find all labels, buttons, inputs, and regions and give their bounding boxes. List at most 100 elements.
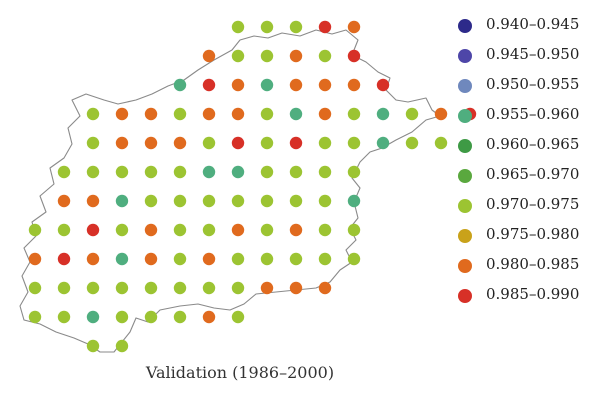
station-dot (173, 165, 187, 179)
station-dot (260, 281, 274, 295)
station-dot (289, 107, 303, 121)
station-dot (231, 136, 245, 150)
station-dot (347, 165, 361, 179)
station-dot (202, 107, 216, 121)
station-dot (289, 194, 303, 208)
station-dot (115, 223, 129, 237)
station-dot (202, 310, 216, 324)
station-dot (28, 252, 42, 266)
station-dot (231, 20, 245, 34)
map-title: Validation (1986–2000) (145, 363, 335, 382)
legend-label: 0.965–0.970 (486, 165, 580, 183)
station-dot (86, 107, 100, 121)
station-dot (289, 281, 303, 295)
station-dot (202, 165, 216, 179)
station-dot (86, 252, 100, 266)
station-dot (434, 136, 448, 150)
legend-label: 0.975–0.980 (486, 225, 580, 243)
station-dot (144, 165, 158, 179)
station-dot (57, 310, 71, 324)
legend-swatch (458, 49, 472, 63)
station-dot (231, 49, 245, 63)
station-dot (434, 107, 448, 121)
station-dot (347, 252, 361, 266)
station-dot (144, 310, 158, 324)
station-dot (289, 223, 303, 237)
station-dot (57, 165, 71, 179)
station-dot (289, 20, 303, 34)
station-dot (318, 194, 332, 208)
legend-label: 0.950–0.955 (486, 75, 580, 93)
legend-swatch (458, 259, 472, 273)
station-dot (405, 136, 419, 150)
station-dot (260, 223, 274, 237)
station-dot (347, 194, 361, 208)
station-dot (202, 49, 216, 63)
legend-label: 0.945–0.950 (486, 45, 580, 63)
station-dot (289, 165, 303, 179)
stations-layer (28, 20, 477, 353)
station-dot (115, 194, 129, 208)
station-dot (86, 339, 100, 353)
station-dot (202, 281, 216, 295)
station-dot (173, 310, 187, 324)
station-dot (260, 20, 274, 34)
station-dot (347, 49, 361, 63)
station-dot (86, 281, 100, 295)
station-dot (231, 107, 245, 121)
station-dot (202, 252, 216, 266)
station-dot (376, 78, 390, 92)
legend-label: 0.940–0.945 (486, 15, 580, 33)
station-dot (260, 165, 274, 179)
legend-swatch (458, 109, 472, 123)
legend-label: 0.955–0.960 (486, 105, 580, 123)
station-dot (347, 136, 361, 150)
station-dot (86, 310, 100, 324)
station-dot (115, 136, 129, 150)
station-dot (115, 281, 129, 295)
station-dot (86, 165, 100, 179)
station-dot (318, 281, 332, 295)
legend-swatch (458, 199, 472, 213)
station-dot (28, 281, 42, 295)
station-dot (173, 78, 187, 92)
legend-swatch (458, 19, 472, 33)
station-dot (376, 107, 390, 121)
station-dot (115, 310, 129, 324)
legend-label: 0.970–0.975 (486, 195, 580, 213)
station-dot (289, 78, 303, 92)
station-dot (318, 49, 332, 63)
station-dot (86, 223, 100, 237)
station-dot (231, 165, 245, 179)
station-dot (405, 107, 419, 121)
station-dot (86, 194, 100, 208)
station-dot (318, 252, 332, 266)
station-dot (231, 78, 245, 92)
station-dot (231, 194, 245, 208)
station-dot (144, 281, 158, 295)
station-dot (144, 107, 158, 121)
station-dot (202, 136, 216, 150)
station-dot (86, 136, 100, 150)
station-dot (144, 136, 158, 150)
station-dot (318, 107, 332, 121)
station-dot (260, 194, 274, 208)
station-dot (318, 20, 332, 34)
station-dot (202, 223, 216, 237)
station-dot (173, 194, 187, 208)
station-dot (173, 223, 187, 237)
station-dot (260, 252, 274, 266)
station-dot (347, 107, 361, 121)
station-dot (144, 252, 158, 266)
station-dot (57, 223, 71, 237)
station-dot (173, 136, 187, 150)
station-dot (173, 281, 187, 295)
station-dot (115, 107, 129, 121)
legend-swatch (458, 169, 472, 183)
station-dot (231, 310, 245, 324)
station-dot (289, 49, 303, 63)
station-dot (318, 78, 332, 92)
station-dot (289, 136, 303, 150)
